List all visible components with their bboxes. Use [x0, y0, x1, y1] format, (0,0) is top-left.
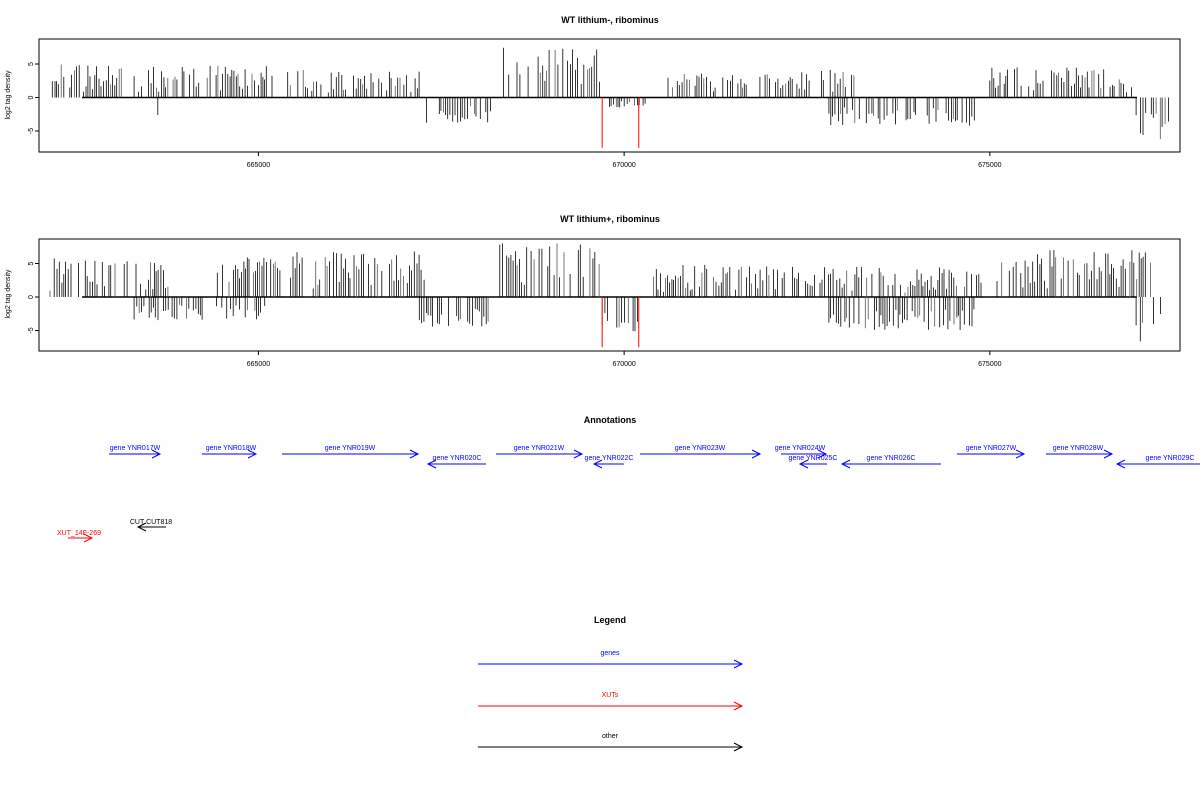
- annotations-section: Annotations gene YNR017W gene YNR018W gene…: [57, 415, 1200, 543]
- gene-feature: gene YNR026C: [840, 455, 941, 469]
- legend-item: XUTs: [478, 692, 744, 711]
- gene-feature: gene YNR025C: [789, 455, 838, 469]
- plus-strand-segment: [502, 47, 600, 98]
- y-tick-label: 5: [28, 62, 35, 66]
- gene-feature: gene YNR021W: [496, 445, 584, 459]
- plus-strand-segment: [289, 251, 425, 297]
- gene-label: gene YNR021W: [514, 445, 565, 452]
- panel-2-title: WT lithium+, ribominus: [560, 214, 660, 224]
- x-tick-label: 675000: [978, 361, 1001, 368]
- gene-label: gene YNR026C: [867, 455, 916, 462]
- legend-label: genes: [600, 650, 620, 657]
- x-tick-label: 670000: [612, 361, 635, 368]
- legend-item: other: [478, 733, 744, 752]
- minus-strand-segment: [133, 297, 266, 321]
- panel-1-axes: -5 0 5 665000 670000 675000: [28, 62, 1002, 169]
- minus-strand-segment: [828, 97, 975, 126]
- gene-label: gene YNR017W: [110, 445, 161, 452]
- y-tick-label: -5: [28, 128, 35, 134]
- gene-feature: gene YNR017W: [109, 445, 162, 459]
- minus-strand-segment: [418, 297, 489, 327]
- xut-label: XUT_14F-269: [57, 530, 101, 537]
- gene-feature: gene YNR028W: [1046, 445, 1114, 459]
- panel-1-title: WT lithium-, ribominus: [561, 15, 659, 25]
- panel-2: WT lithium+, ribominus log2 tag density …: [5, 214, 1181, 368]
- gene-label: gene YNR028W: [1053, 445, 1104, 452]
- plus-strand-segment: [821, 69, 855, 98]
- panel-2-plot-box: [38, 238, 1181, 352]
- gene-feature: gene YNR029C: [1115, 455, 1200, 469]
- minus-strand-segment: [609, 97, 646, 108]
- gene-feature: gene YNR023W: [640, 445, 762, 459]
- minus-strand-segment: [601, 297, 638, 332]
- gene-label: gene YNR023W: [675, 445, 726, 452]
- other-feature: CUT CUT818: [130, 519, 172, 532]
- other-label: CUT CUT818: [130, 519, 172, 526]
- x-tick-label: 665000: [247, 361, 270, 368]
- x-tick-label: 670000: [612, 162, 635, 169]
- legend-label: XUTs: [602, 692, 619, 699]
- annotation-features: gene YNR017W gene YNR018W gene YNR019W gene…: [57, 445, 1200, 543]
- gene-label: gene YNR019W: [325, 445, 376, 452]
- gene-feature: gene YNR018W: [202, 445, 258, 459]
- plus-strand-segment: [667, 73, 747, 98]
- minus-strand-segment: [426, 97, 491, 123]
- legend-item: genes: [478, 650, 744, 669]
- minus-strand-segment: [828, 297, 975, 330]
- gene-label: gene YNR020C: [433, 455, 482, 462]
- plus-strand-segment: [51, 64, 122, 98]
- gene-feature: gene YNR019W: [282, 445, 420, 459]
- gene-feature: gene YNR022C: [585, 455, 634, 469]
- panel-1-ylabel: log2 tag density: [5, 70, 12, 120]
- minus-strand-segment: [1135, 97, 1169, 139]
- xut-feature: XUT_14F-269: [57, 530, 101, 543]
- legend: Legend genes XUTs other: [478, 615, 744, 752]
- plus-strand-segment: [353, 71, 420, 98]
- x-tick-label: 675000: [978, 162, 1001, 169]
- plus-strand-segment: [653, 264, 785, 297]
- plus-strand-segment: [996, 250, 1151, 297]
- legend-label: other: [602, 733, 619, 740]
- y-tick-label: 0: [28, 295, 35, 299]
- panel-1-bars: [51, 47, 1169, 148]
- panel-1-plot-box: [38, 38, 1181, 153]
- plus-strand-segment: [49, 258, 169, 297]
- plus-strand-segment: [499, 243, 600, 297]
- gene-label: gene YNR022C: [585, 455, 634, 462]
- gene-label: gene YNR027W: [966, 445, 1017, 452]
- gene-label: gene YNR024W: [775, 445, 826, 452]
- legend-items: genes XUTs other: [478, 650, 744, 752]
- plus-strand-segment: [759, 72, 810, 98]
- x-tick-label: 665000: [247, 162, 270, 169]
- y-tick-label: 0: [28, 95, 35, 99]
- y-tick-label: -5: [28, 327, 35, 333]
- gene-label: gene YNR018W: [206, 445, 257, 452]
- gene-label: gene YNR029C: [1146, 455, 1195, 462]
- y-tick-label: 5: [28, 261, 35, 265]
- panel-2-axes: -5 0 5 665000 670000 675000: [28, 261, 1002, 368]
- legend-title: Legend: [594, 615, 626, 625]
- gene-feature: gene YNR027W: [957, 445, 1026, 459]
- annotations-title: Annotations: [584, 415, 637, 425]
- panel-2-ylabel: log2 tag density: [5, 269, 12, 319]
- minus-strand-segment: [1135, 297, 1161, 342]
- panel-1: WT lithium-, ribominus log2 tag density …: [5, 15, 1181, 169]
- panel-2-bars: [49, 243, 1161, 348]
- plus-strand-segment: [216, 257, 281, 297]
- plus-strand-segment: [989, 67, 1132, 98]
- gene-feature: gene YNR020C: [426, 455, 486, 469]
- plus-strand-segment: [206, 65, 273, 98]
- gene-label: gene YNR025C: [789, 455, 838, 462]
- plus-strand-segment: [287, 70, 347, 98]
- plus-strand-segment: [133, 66, 200, 98]
- gene-feature: gene YNR024W: [775, 445, 828, 459]
- plus-strand-segment: [792, 266, 982, 297]
